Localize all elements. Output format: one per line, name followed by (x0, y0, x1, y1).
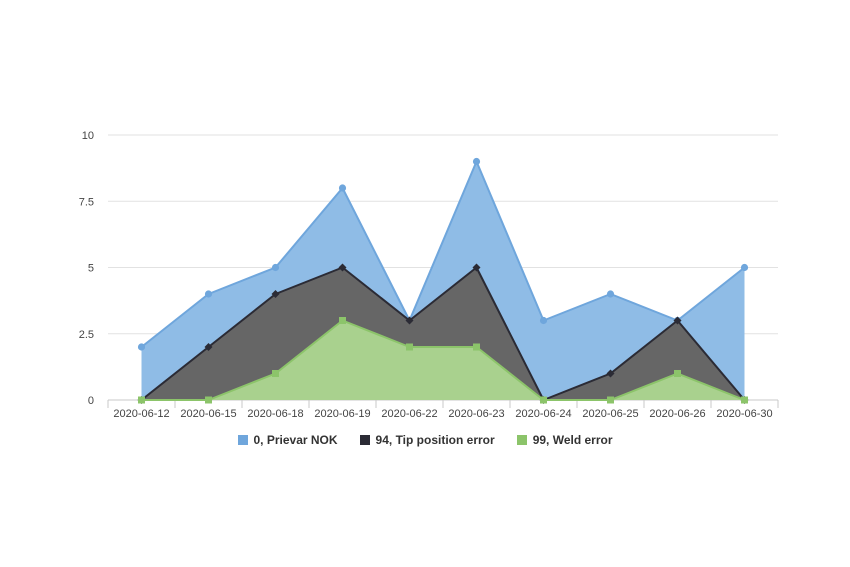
point-series-0-9 (740, 263, 749, 272)
area-series-2 (141, 320, 745, 400)
point-series-2-5 (473, 343, 480, 351)
x-tick-label: 2020-06-22 (381, 408, 437, 420)
x-tick-label: 2020-06-26 (649, 408, 705, 420)
point-series-0-7 (606, 290, 615, 298)
y-tick-label: 10 (82, 130, 94, 142)
point-series-2-1 (205, 396, 212, 404)
point-series-2-7 (607, 396, 614, 404)
point-series-2-2 (272, 370, 279, 377)
point-series-1-1 (204, 343, 213, 351)
x-tick-label: 2020-06-23 (448, 408, 504, 420)
point-series-2-8 (674, 370, 681, 377)
point-series-2-9 (741, 396, 748, 404)
line-series-0 (140, 160, 746, 348)
point-series-1-5 (472, 263, 481, 272)
legend-swatch (516, 435, 527, 445)
y-tick-label: 5 (88, 263, 94, 275)
line-series-2 (141, 319, 745, 401)
point-series-0-0 (137, 343, 146, 351)
legend-label: 0, Prievar NOK (253, 433, 338, 447)
x-tick-label: 2020-06-15 (180, 408, 236, 420)
point-series-2-3 (339, 317, 346, 324)
x-tick-label: 2020-06-30 (716, 408, 772, 420)
y-tick-label: 2.5 (79, 329, 94, 341)
legend-item-1[interactable]: 94, Tip position error (359, 433, 495, 447)
point-series-0-6 (539, 316, 548, 325)
line-series-1 (140, 266, 746, 401)
point-series-1-3 (338, 263, 347, 272)
y-tick-label: 0 (88, 395, 94, 407)
x-tick-label: 2020-06-24 (515, 408, 571, 420)
point-series-0-1 (204, 290, 213, 298)
x-tick-label: 2020-06-19 (314, 408, 370, 420)
y-tick-label: 7.5 (79, 196, 94, 208)
point-series-1-4 (405, 316, 414, 325)
point-series-2-6 (540, 396, 547, 404)
point-series-2-4 (406, 343, 413, 351)
x-tick-label: 2020-06-12 (113, 408, 169, 420)
legend-swatch (359, 435, 370, 445)
x-tick-label: 2020-06-25 (582, 408, 638, 420)
legend-label: 94, Tip position error (375, 433, 495, 447)
legend: 0, Prievar NOK 94, Tip position error 99, … (0, 433, 850, 447)
point-series-0-2 (271, 263, 280, 272)
point-series-1-7 (606, 369, 615, 378)
legend-label: 99, Weld error (532, 433, 613, 447)
point-series-0-3 (338, 184, 347, 192)
legend-swatch (237, 435, 248, 445)
point-series-0-5 (472, 157, 481, 166)
legend-item-0[interactable]: 0, Prievar NOK (237, 433, 338, 447)
point-series-1-2 (271, 290, 280, 298)
point-series-2-0 (138, 396, 145, 404)
point-series-1-8 (673, 316, 682, 325)
x-tick-label: 2020-06-18 (247, 408, 303, 420)
legend-item-2[interactable]: 99, Weld error (516, 433, 613, 447)
